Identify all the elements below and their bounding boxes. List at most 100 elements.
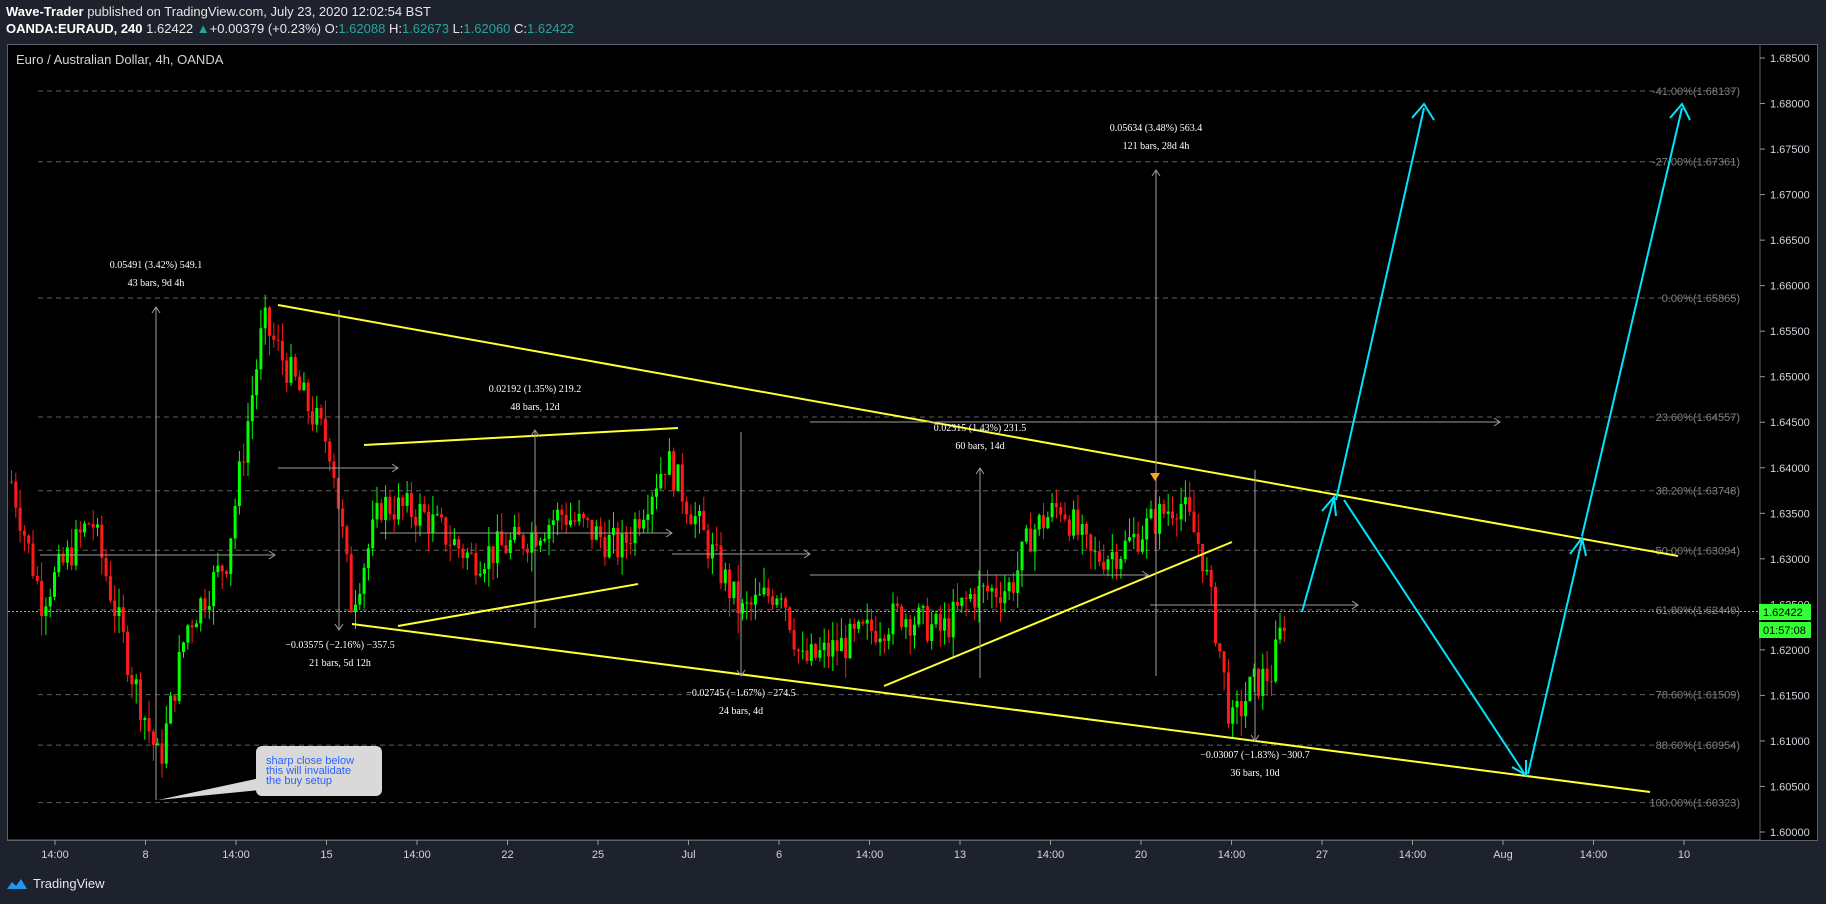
candle-body[interactable]: [401, 497, 405, 506]
candle-body[interactable]: [405, 493, 409, 506]
candle-body[interactable]: [925, 606, 929, 641]
candle-body[interactable]: [457, 539, 461, 549]
candle-body[interactable]: [904, 619, 908, 628]
candle-body[interactable]: [685, 501, 689, 515]
candle-body[interactable]: [779, 598, 783, 600]
candle-body[interactable]: [1011, 582, 1015, 593]
candle-body[interactable]: [319, 407, 323, 419]
candle-body[interactable]: [470, 552, 474, 554]
candle-body[interactable]: [1239, 701, 1243, 717]
candle-body[interactable]: [57, 553, 61, 573]
candle-body[interactable]: [784, 598, 787, 608]
candle-body[interactable]: [199, 598, 203, 624]
candle-body[interactable]: [616, 527, 620, 558]
candle-body[interactable]: [835, 640, 839, 652]
candle-body[interactable]: [31, 543, 35, 576]
candle-body[interactable]: [762, 587, 766, 595]
candle-body[interactable]: [1209, 569, 1213, 587]
candle-body[interactable]: [194, 623, 198, 628]
candle-body[interactable]: [289, 356, 293, 383]
projection-leg-2[interactable]: [1335, 107, 1425, 501]
candle-body[interactable]: [741, 603, 744, 614]
candle-body[interactable]: [728, 569, 732, 599]
candle-body[interactable]: [311, 411, 314, 425]
candle-body[interactable]: [1050, 503, 1054, 518]
candle-body[interactable]: [134, 679, 138, 685]
candle-body[interactable]: [960, 597, 964, 606]
candle-body[interactable]: [956, 601, 959, 606]
candle-body[interactable]: [581, 513, 585, 519]
candle-body[interactable]: [117, 607, 121, 616]
candle-body[interactable]: [18, 507, 22, 531]
candle-body[interactable]: [891, 603, 895, 635]
candle-body[interactable]: [913, 624, 916, 636]
candle-body[interactable]: [874, 630, 878, 643]
flag-upper-line[interactable]: [363, 427, 679, 446]
candle-body[interactable]: [796, 649, 800, 652]
candle-body[interactable]: [366, 548, 370, 568]
candle-body[interactable]: [216, 565, 220, 573]
candle-body[interactable]: [534, 532, 538, 546]
candle-body[interactable]: [530, 532, 534, 553]
candle-body[interactable]: [169, 695, 173, 724]
candle-body[interactable]: [431, 514, 435, 533]
candle-body[interactable]: [474, 552, 478, 576]
lower-channel-line[interactable]: [351, 623, 1651, 793]
candle-body[interactable]: [1226, 672, 1230, 724]
candle-body[interactable]: [947, 618, 951, 638]
candle-body[interactable]: [225, 571, 228, 575]
candle-body[interactable]: [706, 530, 710, 559]
candle-body[interactable]: [1020, 541, 1024, 571]
candle-body[interactable]: [392, 514, 396, 520]
projection-leg-1[interactable]: [1301, 497, 1335, 613]
candle-body[interactable]: [1033, 529, 1037, 552]
candle-body[interactable]: [1054, 503, 1058, 508]
candle-body[interactable]: [573, 520, 577, 522]
candle-body[interactable]: [212, 572, 216, 607]
candle-body[interactable]: [1218, 643, 1222, 652]
candle-body[interactable]: [83, 523, 87, 533]
candle-body[interactable]: [715, 544, 719, 546]
time-axis[interactable]: 14:00 8 14:00 15 14:00 22 25 Jul 6 14:00 13 14:00 20…: [8, 839, 1760, 861]
candle-body[interactable]: [556, 509, 560, 521]
candle-body[interactable]: [461, 548, 465, 559]
candle-body[interactable]: [698, 510, 701, 517]
candle-body[interactable]: [207, 606, 211, 610]
candle-body[interactable]: [1171, 511, 1174, 519]
rising-support-line[interactable]: [883, 541, 1233, 687]
candle-body[interactable]: [934, 613, 938, 625]
candle-body[interactable]: [151, 731, 155, 745]
measure-tool[interactable]: 0.02315 (1.43%) 231.5 60 bars, 14d: [810, 423, 1149, 678]
candle-body[interactable]: [659, 473, 663, 489]
candle-body[interactable]: [1269, 681, 1273, 683]
candle-body[interactable]: [732, 581, 736, 599]
candle-body[interactable]: [788, 607, 792, 631]
candle-body[interactable]: [48, 596, 52, 607]
candle-body[interactable]: [263, 307, 267, 329]
candle-body[interactable]: [642, 519, 646, 529]
candle-body[interactable]: [504, 545, 508, 554]
candle-body[interactable]: [1080, 524, 1084, 535]
symbol-label[interactable]: OANDA:EURAUD, 240: [6, 21, 143, 36]
candle-body[interactable]: [323, 418, 327, 442]
candle-body[interactable]: [870, 619, 873, 631]
candle-body[interactable]: [1029, 528, 1033, 552]
candle-body[interactable]: [1089, 534, 1093, 552]
candle-body[interactable]: [139, 679, 142, 720]
candle-body[interactable]: [1102, 561, 1106, 570]
candle-body[interactable]: [723, 569, 727, 584]
candle-body[interactable]: [848, 623, 852, 659]
candle-body[interactable]: [809, 644, 813, 661]
candle-body[interactable]: [1192, 511, 1196, 533]
candle-body[interactable]: [560, 509, 564, 515]
candle-body[interactable]: [1265, 668, 1269, 682]
candle-body[interactable]: [1072, 509, 1076, 536]
candle-body[interactable]: [981, 585, 985, 587]
publisher-name[interactable]: Wave-Trader: [6, 4, 84, 19]
candle-body[interactable]: [409, 493, 413, 517]
candle-body[interactable]: [1046, 517, 1050, 529]
candle-body[interactable]: [1183, 497, 1187, 505]
candle-body[interactable]: [427, 511, 431, 533]
candle-body[interactable]: [814, 644, 818, 658]
